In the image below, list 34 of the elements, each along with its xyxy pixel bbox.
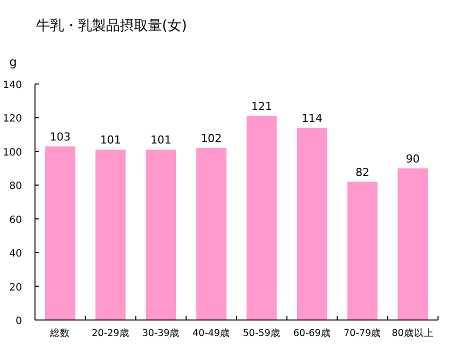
bar xyxy=(95,150,126,320)
data-label: 90 xyxy=(406,152,420,166)
x-tick-label: 20-29歳 xyxy=(92,327,130,339)
x-tick-label: 80歳以上 xyxy=(392,327,434,339)
y-tick-label: 0 xyxy=(16,316,22,327)
bar xyxy=(45,146,76,320)
data-label: 114 xyxy=(302,112,323,125)
data-label: 103 xyxy=(50,130,71,144)
bar xyxy=(296,128,328,320)
y-tick-label: 60 xyxy=(9,214,22,226)
y-tick-label: 20 xyxy=(9,282,22,294)
data-label: 102 xyxy=(200,132,222,146)
x-tick-label: 40-49歳 xyxy=(192,327,230,339)
bar xyxy=(246,116,277,320)
bar xyxy=(146,150,176,320)
y-tick-label: 40 xyxy=(9,248,22,260)
y-tick-label: 100 xyxy=(2,147,22,158)
data-label: 121 xyxy=(251,100,272,114)
x-tick-label: 50-59歳 xyxy=(242,327,280,339)
y-tick-label: 80 xyxy=(9,181,22,192)
bar xyxy=(196,148,226,320)
data-label: 82 xyxy=(355,166,370,179)
y-tick-label: 140 xyxy=(2,80,22,91)
data-label: 101 xyxy=(100,134,122,147)
chart-title: 牛乳・乳製品摂取量(女) xyxy=(36,18,187,34)
data-label: 101 xyxy=(150,134,172,147)
x-tick-label: 60-69歳 xyxy=(293,327,331,339)
y-axis-title: g xyxy=(9,55,17,69)
y-tick-label: 120 xyxy=(2,114,22,125)
x-tick-label: 70-79歳 xyxy=(344,327,382,339)
bar xyxy=(398,168,428,320)
x-tick-label: 30-39歳 xyxy=(142,327,180,339)
bar xyxy=(347,182,378,320)
x-tick-label: 総数 xyxy=(49,327,70,339)
